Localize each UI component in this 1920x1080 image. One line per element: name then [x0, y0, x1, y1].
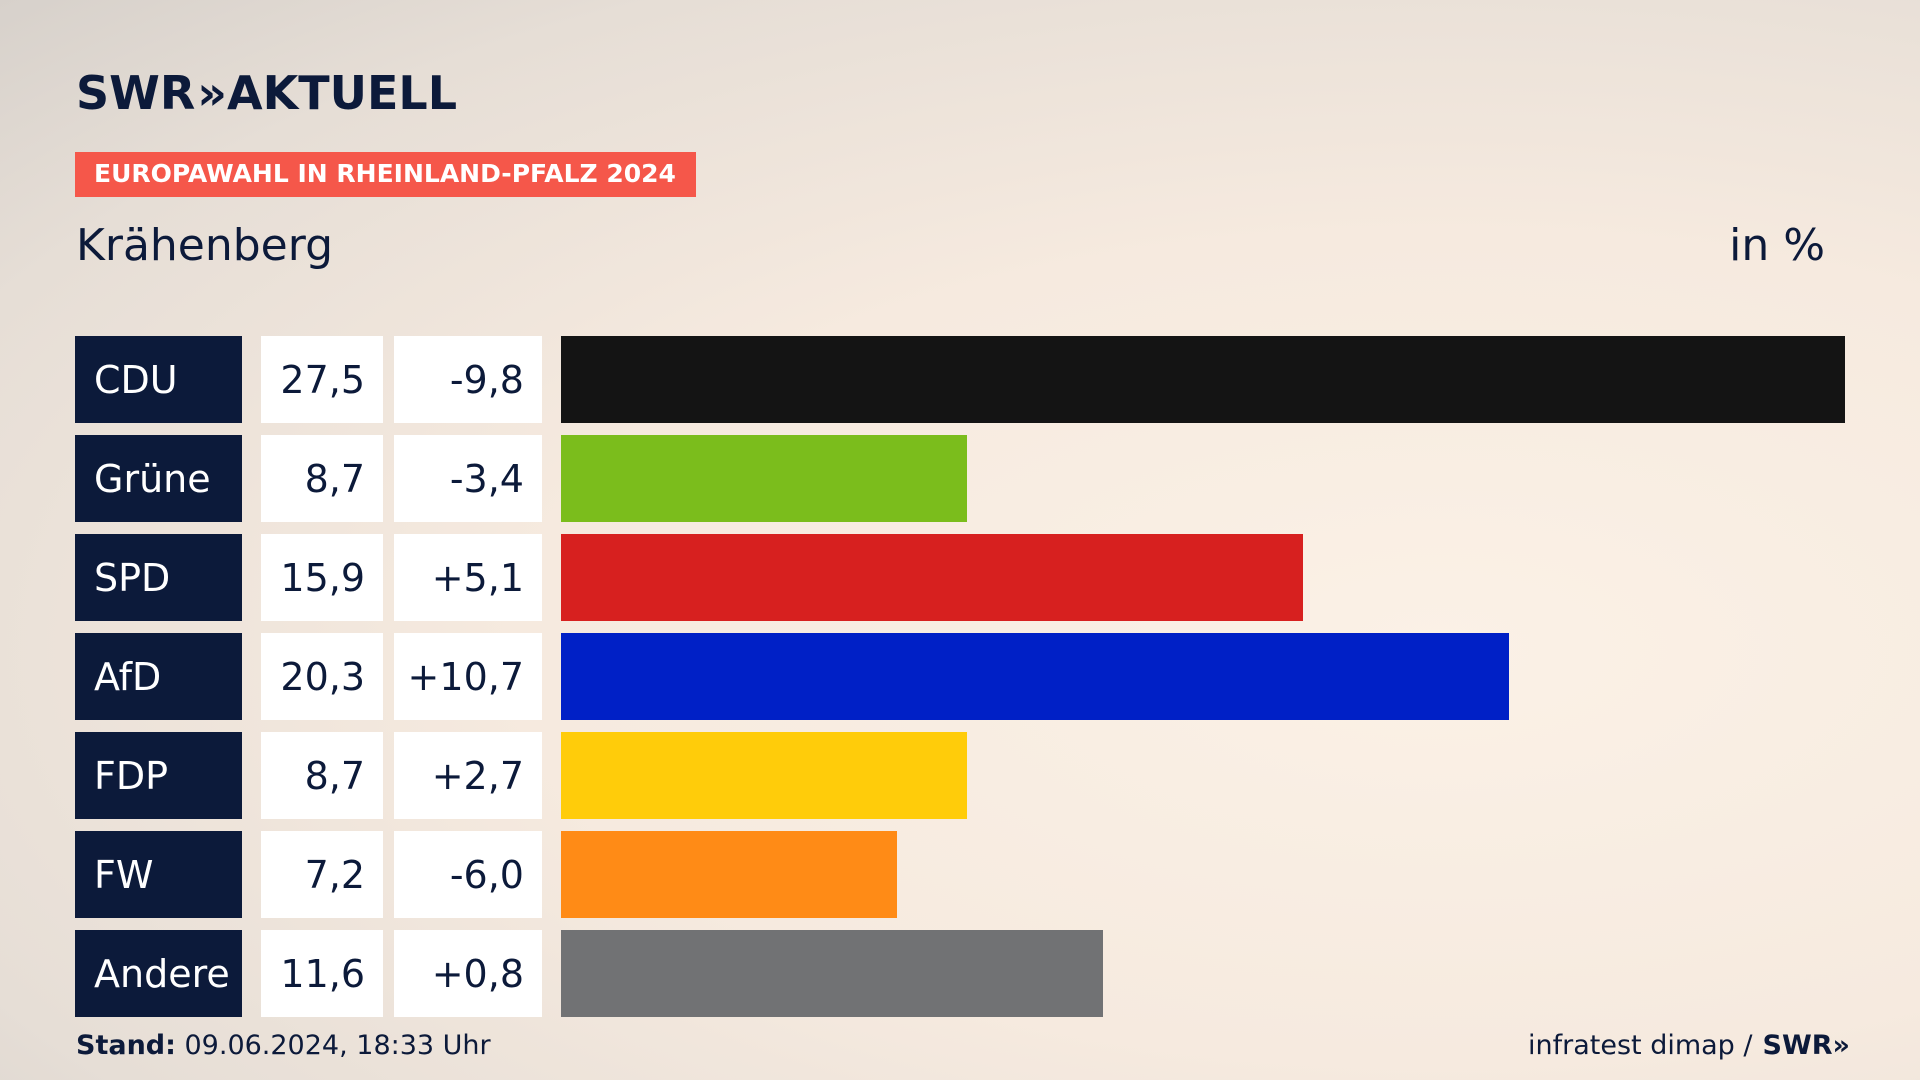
value-label: 8,7: [261, 732, 383, 819]
source-credit: infratest dimap / SWR»: [1528, 1030, 1851, 1061]
chart-row: CDU 27,5 -9,8: [75, 336, 1845, 423]
value-label: 27,5: [261, 336, 383, 423]
chart-row: SPD 15,9 +5,1: [75, 534, 1845, 621]
chart-row: Grüne 8,7 -3,4: [75, 435, 1845, 522]
unit-label: in %: [1729, 220, 1825, 271]
value-label: 20,3: [261, 633, 383, 720]
bar: [561, 435, 967, 522]
swr-aktuell-logo: SWR » AKTUELL: [76, 66, 457, 120]
stand-label: Stand:: [76, 1030, 176, 1061]
chart-row: Andere 11,6 +0,8: [75, 930, 1845, 1017]
brand-product: AKTUELL: [227, 66, 458, 120]
diff-label: -9,8: [394, 336, 542, 423]
bar: [561, 633, 1509, 720]
party-label: Grüne: [75, 435, 242, 522]
chevron-icon: »: [1832, 1030, 1851, 1061]
diff-label: -3,4: [394, 435, 542, 522]
value-label: 7,2: [261, 831, 383, 918]
bar: [561, 930, 1103, 1017]
party-label: CDU: [75, 336, 242, 423]
diff-label: +2,7: [394, 732, 542, 819]
timestamp: Stand: 09.06.2024, 18:33 Uhr: [76, 1030, 491, 1061]
party-label: AfD: [75, 633, 242, 720]
diff-label: -6,0: [394, 831, 542, 918]
bar: [561, 831, 897, 918]
chart-row: FDP 8,7 +2,7: [75, 732, 1845, 819]
diff-label: +0,8: [394, 930, 542, 1017]
diff-label: +5,1: [394, 534, 542, 621]
diff-label: +10,7: [394, 633, 542, 720]
source-text: infratest dimap /: [1528, 1030, 1753, 1061]
stand-value: 09.06.2024, 18:33 Uhr: [175, 1030, 491, 1061]
region-title: Krähenberg: [76, 220, 333, 271]
value-label: 15,9: [261, 534, 383, 621]
value-label: 8,7: [261, 435, 383, 522]
chevron-icon: »: [197, 66, 227, 120]
party-label: FDP: [75, 732, 242, 819]
party-label: Andere: [75, 930, 242, 1017]
chart-row: AfD 20,3 +10,7: [75, 633, 1845, 720]
source-brand-name: SWR: [1762, 1030, 1833, 1061]
election-tag: EUROPAWAHL IN RHEINLAND-PFALZ 2024: [75, 152, 696, 197]
chart-row: FW 7,2 -6,0: [75, 831, 1845, 918]
party-label: FW: [75, 831, 242, 918]
value-label: 11,6: [261, 930, 383, 1017]
source-brand: SWR»: [1762, 1030, 1851, 1061]
bar: [561, 534, 1303, 621]
brand-name: SWR: [76, 66, 196, 120]
party-label: SPD: [75, 534, 242, 621]
bar: [561, 336, 1845, 423]
bar: [561, 732, 967, 819]
